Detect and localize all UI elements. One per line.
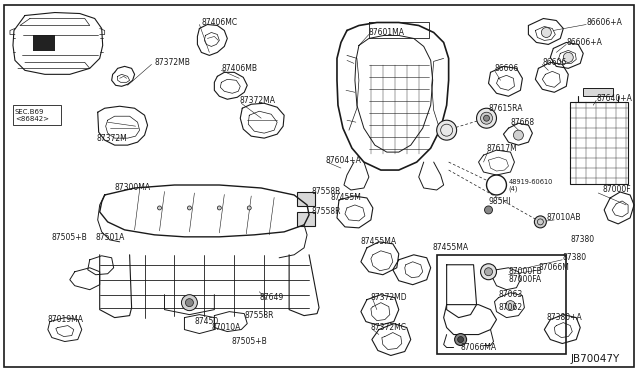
Circle shape [534, 216, 547, 228]
Text: 985HI: 985HI [488, 198, 511, 206]
Circle shape [563, 52, 573, 62]
Text: 87000F: 87000F [602, 186, 631, 195]
Text: 87372M: 87372M [97, 134, 127, 142]
Circle shape [454, 334, 467, 346]
Bar [297, 192, 315, 206]
Text: 87372MC: 87372MC [371, 323, 407, 332]
Text: 87372MD: 87372MD [371, 293, 408, 302]
Text: 87000FB: 87000FB [508, 267, 542, 276]
Text: 87010AB: 87010AB [547, 214, 581, 222]
Circle shape [541, 28, 551, 38]
Text: 87300MA: 87300MA [115, 183, 151, 192]
Text: 87617M: 87617M [486, 144, 517, 153]
Text: 87066MA: 87066MA [461, 343, 497, 352]
Text: 87558R: 87558R [311, 208, 340, 217]
Text: 87380: 87380 [563, 253, 586, 262]
Circle shape [182, 295, 197, 311]
Circle shape [247, 206, 252, 210]
Text: 87505+B: 87505+B [52, 233, 88, 242]
Text: 86606+A: 86606+A [566, 38, 602, 47]
Text: 87601MA: 87601MA [369, 28, 405, 37]
Circle shape [436, 120, 456, 140]
Bar [297, 212, 315, 226]
Circle shape [484, 206, 493, 214]
Circle shape [157, 206, 161, 210]
Text: 87450: 87450 [195, 317, 219, 326]
Text: 87066M: 87066M [538, 263, 569, 272]
Circle shape [484, 268, 493, 276]
Circle shape [513, 130, 524, 140]
Circle shape [458, 337, 463, 343]
Text: 87406MC: 87406MC [202, 18, 237, 27]
Circle shape [477, 108, 497, 128]
Circle shape [484, 115, 490, 121]
Text: 87019MA: 87019MA [48, 315, 84, 324]
Text: 48919-60610: 48919-60610 [508, 179, 553, 185]
Text: 87455MA: 87455MA [433, 243, 469, 252]
Text: 87380+A: 87380+A [547, 313, 582, 322]
Text: 87063: 87063 [499, 290, 523, 299]
Text: 86606+A: 86606+A [586, 18, 622, 27]
Text: SEC.B69: SEC.B69 [15, 109, 44, 115]
Text: 87372MA: 87372MA [239, 96, 275, 105]
Text: JB70047Y: JB70047Y [570, 355, 620, 365]
Text: 87000FA: 87000FA [508, 275, 541, 284]
Bar [583, 88, 613, 96]
Text: 87455MA: 87455MA [361, 237, 397, 246]
Circle shape [218, 206, 221, 210]
Text: 87455M: 87455M [331, 193, 362, 202]
Circle shape [481, 112, 493, 124]
Text: <86842>: <86842> [15, 116, 49, 122]
Text: 87668: 87668 [511, 118, 534, 127]
Text: 87501A: 87501A [96, 233, 125, 242]
Text: 87372MB: 87372MB [154, 58, 191, 67]
Text: 87615RA: 87615RA [488, 104, 523, 113]
Bar [13, 105, 61, 125]
Text: 87558R: 87558R [244, 311, 274, 320]
Text: 87406MB: 87406MB [221, 64, 257, 73]
Bar [436, 255, 566, 355]
Text: 86606: 86606 [495, 64, 519, 73]
Text: 87010A: 87010A [211, 323, 241, 332]
Text: 87640+A: 87640+A [596, 94, 632, 103]
Circle shape [481, 264, 497, 280]
Text: 87558R: 87558R [311, 187, 340, 196]
Bar [570, 102, 628, 184]
Circle shape [506, 301, 515, 311]
Text: (4): (4) [508, 186, 518, 192]
Text: 87380: 87380 [570, 235, 595, 244]
Circle shape [188, 206, 191, 210]
Text: 87505+B: 87505+B [231, 337, 267, 346]
Text: 87604+A: 87604+A [325, 155, 361, 164]
Text: 86606: 86606 [542, 58, 566, 67]
Circle shape [486, 175, 506, 195]
Text: 87062: 87062 [499, 303, 523, 312]
Circle shape [186, 299, 193, 307]
Bar [33, 35, 55, 51]
Text: 87649: 87649 [259, 293, 284, 302]
